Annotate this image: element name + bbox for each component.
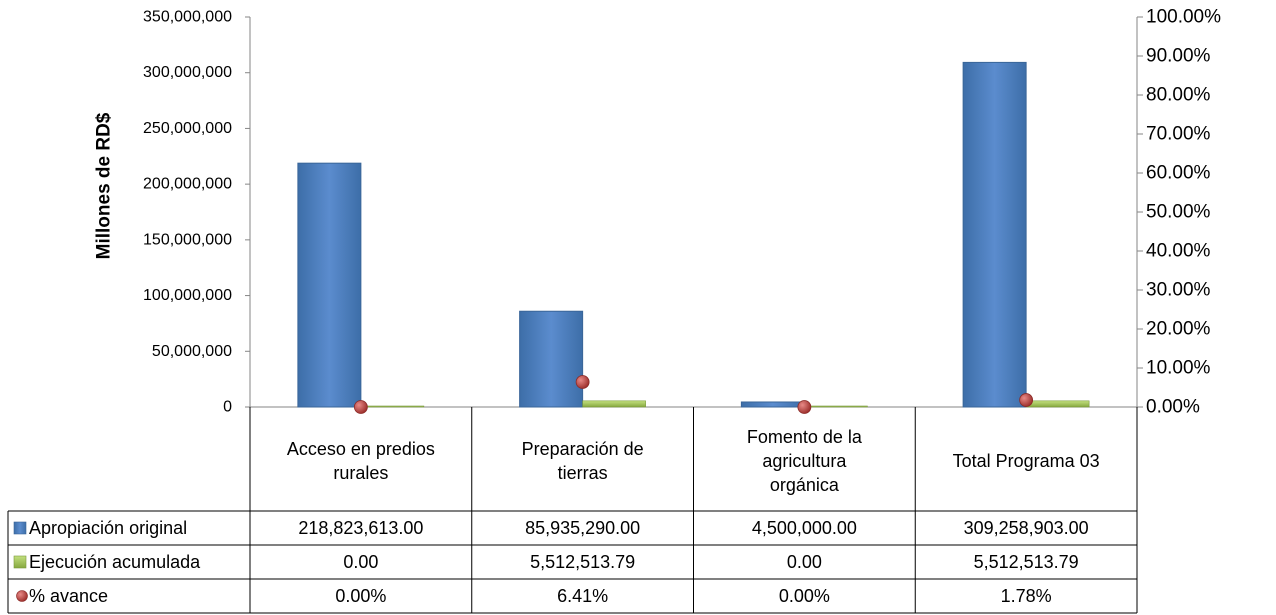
legend-label: % avance	[29, 586, 108, 606]
data-label: 0.00	[343, 552, 378, 572]
category-label: Fomento de la	[747, 427, 863, 447]
y-tick-label: 200,000,000	[143, 176, 232, 193]
category-label: tierras	[558, 463, 608, 483]
category-label: agricultura	[762, 451, 847, 471]
category-label: Total Programa 03	[953, 451, 1100, 471]
y2-tick-label: 50.00%	[1146, 202, 1211, 223]
y2-tick-label: 20.00%	[1146, 319, 1211, 340]
legend-label: Apropiación original	[29, 518, 187, 538]
y2-tick-label: 60.00%	[1146, 163, 1211, 184]
point-avance	[353, 400, 368, 414]
legend-key-2	[16, 590, 28, 602]
y-tick-label: 150,000,000	[143, 231, 232, 248]
y2-tick-label: 100.00%	[1146, 7, 1221, 28]
data-label: 0.00%	[335, 586, 386, 606]
y-tick-label: 100,000,000	[143, 287, 232, 304]
data-label: 0.00%	[779, 586, 830, 606]
point-avance	[1019, 393, 1034, 407]
bar-apropiacion-original	[962, 61, 1027, 408]
y2-tick-label: 90.00%	[1146, 46, 1211, 67]
point-avance	[797, 400, 812, 414]
y2-tick-label: 70.00%	[1146, 124, 1211, 145]
bar-apropiacion-original	[740, 401, 805, 408]
category-label: Preparación de	[522, 439, 644, 459]
data-label: 6.41%	[557, 586, 608, 606]
bar-ejecucion-acumulada	[1025, 400, 1090, 408]
legend-label: Ejecución acumulada	[29, 552, 201, 572]
data-label: 4,500,000.00	[752, 518, 857, 538]
bar-ejecucion-acumulada	[360, 405, 425, 408]
y2-tick-label: 80.00%	[1146, 85, 1211, 106]
data-label: 1.78%	[1001, 586, 1052, 606]
y-tick-label: 300,000,000	[143, 64, 232, 81]
y2-tick-label: 0.00%	[1146, 397, 1200, 418]
y-tick-label: 50,000,000	[152, 343, 232, 360]
y-tick-label: 0	[223, 399, 232, 416]
y-tick-label: 350,000,000	[143, 9, 232, 26]
y-tick-label: 250,000,000	[143, 120, 232, 137]
y2-tick-label: 40.00%	[1146, 241, 1211, 262]
legend-key-1	[13, 555, 27, 569]
y-axis-title: Millones de RD$	[94, 112, 115, 259]
data-label: 0.00	[787, 552, 822, 572]
category-label: Acceso en predios	[287, 439, 435, 459]
bar-ejecucion-acumulada	[804, 405, 868, 408]
category-label: orgánica	[770, 475, 840, 495]
data-label: 218,823,613.00	[298, 518, 423, 538]
legend-key-0	[13, 521, 27, 535]
bar-apropiacion-original	[297, 162, 362, 408]
category-label: rurales	[333, 463, 388, 483]
y2-tick-label: 10.00%	[1146, 358, 1211, 379]
data-label: 5,512,513.79	[974, 552, 1079, 572]
bar-ejecucion-acumulada	[582, 400, 646, 408]
data-label: 309,258,903.00	[964, 518, 1089, 538]
y2-tick-label: 30.00%	[1146, 280, 1211, 301]
bar-apropiacion-original	[519, 310, 584, 408]
data-label: 5,512,513.79	[530, 552, 635, 572]
point-avance	[575, 375, 590, 389]
data-label: 85,935,290.00	[525, 518, 640, 538]
